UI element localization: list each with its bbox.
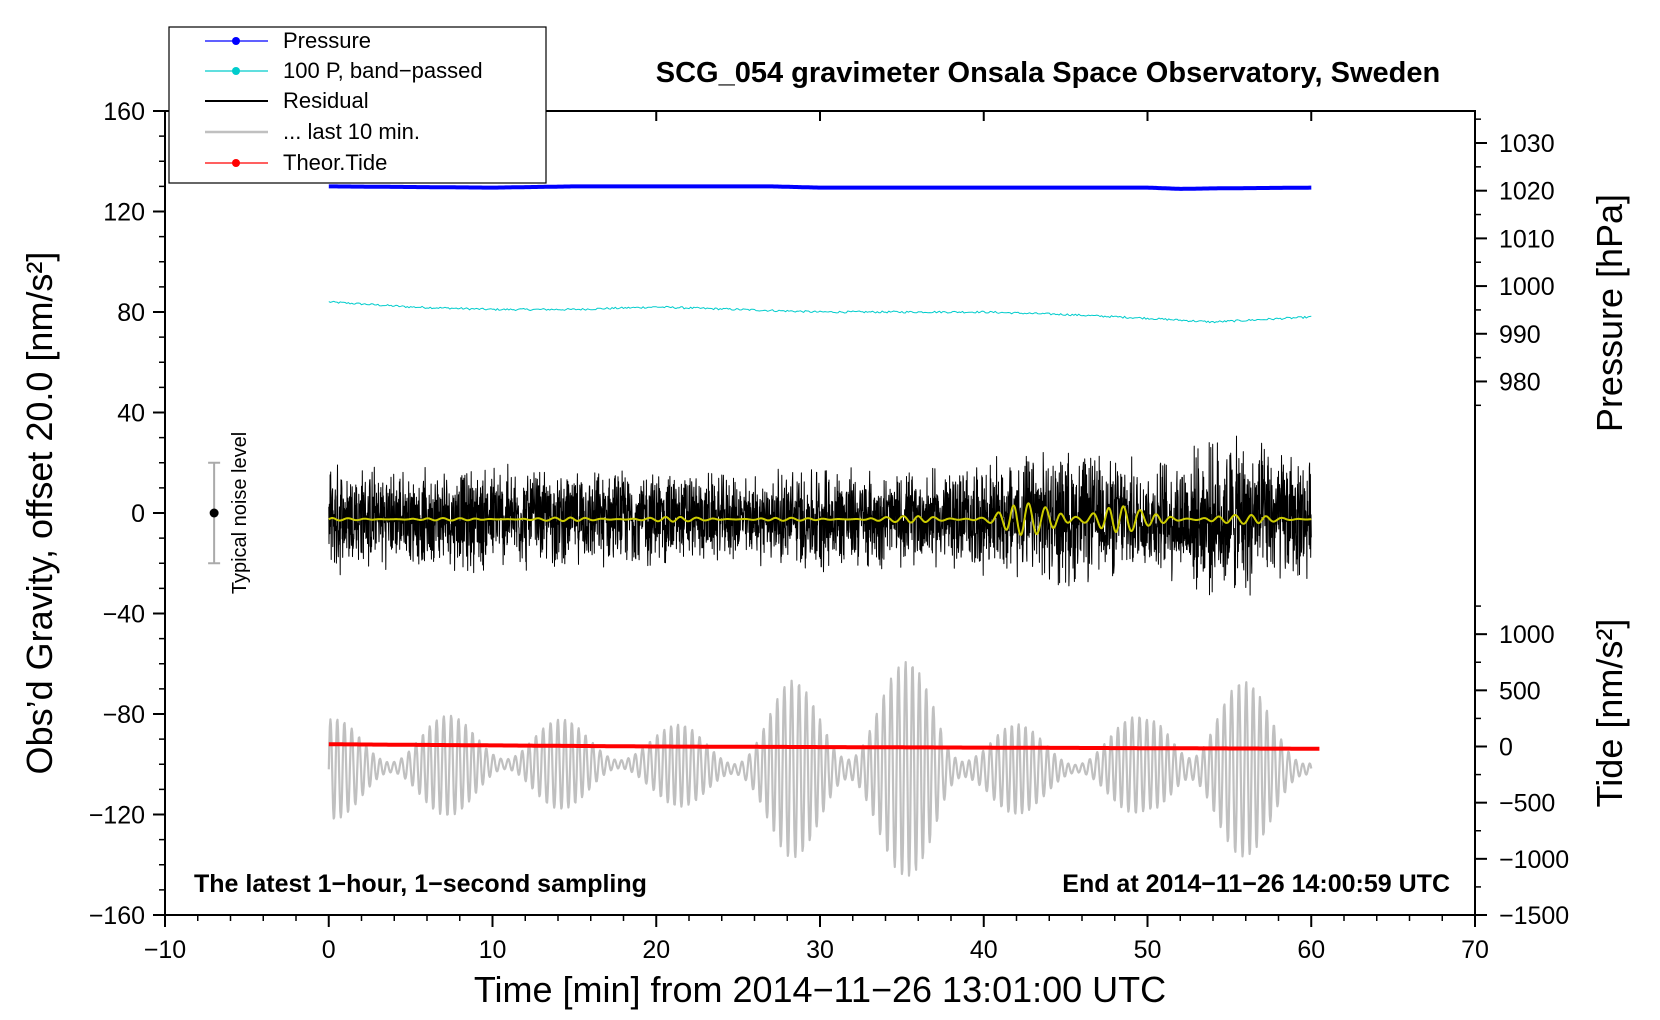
pressure-tick-label: 1000 bbox=[1499, 273, 1555, 301]
legend: Pressure 100 P, band−passed Residual ...… bbox=[168, 26, 547, 184]
series-pressure bbox=[328, 184, 1312, 191]
legend-entry-theor-tide: Theor.Tide bbox=[205, 150, 387, 175]
y-tick-label: −80 bbox=[103, 701, 145, 729]
x-tick-label: 60 bbox=[1297, 936, 1325, 964]
x-tick-label: 50 bbox=[1134, 936, 1162, 964]
axes: −10 0 10 20 30 40 50 60 7016012080400−40−80−120−… bbox=[89, 98, 1570, 964]
tide-tick-label: 500 bbox=[1499, 677, 1541, 705]
legend-entry-residual: Residual bbox=[205, 88, 369, 113]
y-tick-label: 120 bbox=[103, 199, 145, 227]
y-tick-label: 0 bbox=[131, 500, 145, 528]
series-100-p-band-passed bbox=[328, 300, 1312, 324]
note-left: The latest 1−hour, 1−second sampling bbox=[194, 870, 647, 898]
y-axis-title: Obs’d Gravity, offset 20.0 [nm/s²] bbox=[19, 252, 60, 775]
legend-box bbox=[168, 26, 547, 184]
x-tick-label: 20 bbox=[642, 936, 670, 964]
legend-marker bbox=[232, 67, 240, 75]
legend-label: ... last 10 min. bbox=[283, 119, 420, 144]
chart-title: SCG_054 gravimeter Onsala Space Observat… bbox=[656, 57, 1440, 89]
legend-marker bbox=[232, 159, 240, 167]
note-right: End at 2014−11−26 14:00:59 UTC bbox=[1062, 870, 1450, 898]
plot-area bbox=[164, 110, 1476, 916]
pressure-tick-label: 1010 bbox=[1499, 225, 1555, 253]
legend-label: Pressure bbox=[283, 28, 371, 53]
pressure-tick-label: 1020 bbox=[1499, 178, 1555, 206]
series-theor-tide bbox=[328, 742, 1320, 751]
x-axis-title: Time [min] from 2014−11−26 13:01:00 UTC bbox=[474, 969, 1166, 1010]
y-tick-label: −120 bbox=[89, 802, 145, 830]
y-tick-label: 80 bbox=[117, 299, 145, 327]
legend-entry-last-10-min: ... last 10 min. bbox=[205, 119, 420, 144]
y-tick-label: −160 bbox=[89, 902, 145, 930]
noise-level-label: Typical noise level bbox=[229, 432, 251, 594]
x-tick-label: 0 bbox=[322, 936, 336, 964]
x-tick-label: −10 bbox=[144, 936, 186, 964]
legend-label: Residual bbox=[283, 88, 369, 113]
y-tick-label: −40 bbox=[103, 601, 145, 629]
series-residual bbox=[328, 435, 1312, 596]
legend-label: Theor.Tide bbox=[283, 150, 387, 175]
legend-marker bbox=[232, 37, 240, 45]
tide-tick-label: 0 bbox=[1499, 734, 1513, 762]
y-tick-label: 160 bbox=[103, 98, 145, 126]
tide-tick-label: −1500 bbox=[1499, 902, 1569, 930]
noise-level-indicator bbox=[208, 461, 221, 565]
series-last-10-min bbox=[327, 660, 1313, 877]
pressure-axis-title: Pressure [hPa] bbox=[1589, 194, 1630, 432]
tide-tick-label: 1000 bbox=[1499, 621, 1555, 649]
pressure-tick-label: 980 bbox=[1499, 368, 1541, 396]
legend-entry-band-passed: 100 P, band−passed bbox=[205, 58, 483, 83]
tide-axis-title: Tide [nm/s²] bbox=[1589, 619, 1630, 808]
x-tick-label: 40 bbox=[970, 936, 998, 964]
tide-tick-label: −500 bbox=[1499, 790, 1555, 818]
pressure-tick-label: 990 bbox=[1499, 321, 1541, 349]
y-tick-label: 40 bbox=[117, 400, 145, 428]
x-tick-label: 30 bbox=[806, 936, 834, 964]
x-tick-label: 10 bbox=[479, 936, 507, 964]
pressure-tick-label: 1030 bbox=[1499, 130, 1555, 158]
legend-entry-pressure: Pressure bbox=[205, 28, 371, 53]
legend-label: 100 P, band−passed bbox=[283, 58, 483, 83]
series-layer bbox=[327, 184, 1320, 877]
noise-center-dot bbox=[209, 508, 219, 518]
series-filtered-residual bbox=[328, 502, 1312, 536]
x-tick-label: 70 bbox=[1461, 936, 1489, 964]
tide-tick-label: −1000 bbox=[1499, 846, 1569, 874]
